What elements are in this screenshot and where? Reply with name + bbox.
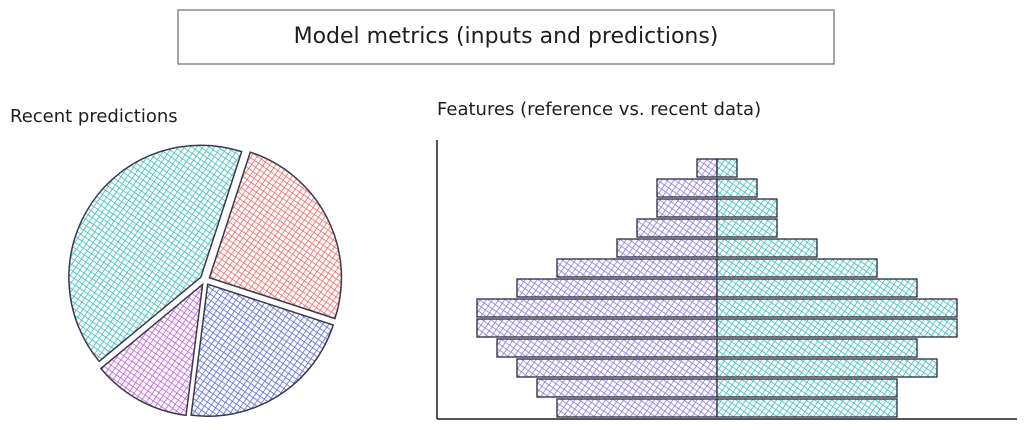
pie-slice [68, 144, 243, 363]
page-title: Model metrics (inputs and predictions) [294, 24, 719, 49]
bar [716, 298, 958, 318]
bar [716, 318, 958, 338]
bar [656, 198, 718, 218]
bar [716, 258, 878, 278]
bar [696, 158, 718, 178]
bar [716, 218, 778, 238]
bar [716, 278, 918, 298]
bar [716, 238, 818, 258]
pie-slice [208, 151, 343, 320]
title-box [177, 9, 835, 65]
bar [476, 298, 718, 318]
bar [716, 178, 758, 198]
pie-slice [99, 282, 204, 417]
bar [716, 198, 778, 218]
bar [556, 398, 718, 418]
bar [636, 218, 718, 238]
bar [716, 398, 898, 418]
bar-title: Features (reference vs. recent data) [437, 99, 761, 120]
bar [716, 378, 898, 398]
bar [716, 158, 738, 178]
bar [516, 358, 718, 378]
pie-slice [190, 283, 335, 417]
bar [496, 338, 718, 358]
pie-title: Recent predictions [10, 106, 178, 127]
bar [656, 178, 718, 198]
bar [556, 258, 718, 278]
bar [516, 278, 718, 298]
bar [716, 338, 918, 358]
bar [476, 318, 718, 338]
bar [716, 358, 938, 378]
bar [536, 378, 718, 398]
bar [616, 238, 718, 258]
